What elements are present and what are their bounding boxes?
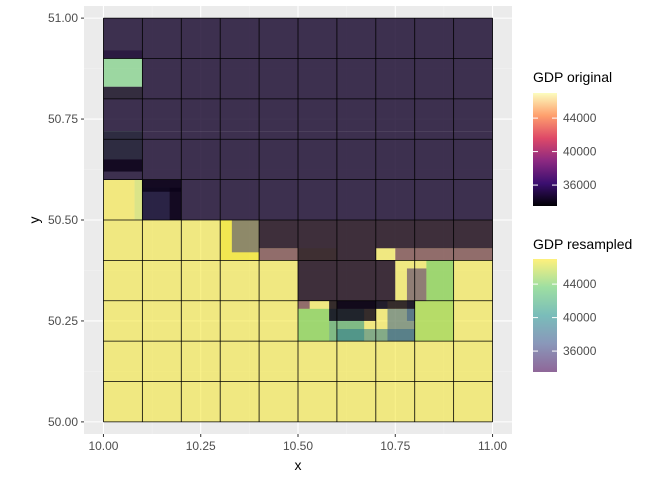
original-cell	[103, 18, 143, 59]
y-tick-label: 51.00	[48, 11, 78, 25]
resampled-cell	[142, 341, 182, 382]
original-cell	[375, 300, 415, 309]
resampled-cell	[414, 300, 454, 342]
resampled-cell	[298, 381, 337, 422]
x-tick-label: 11.00	[478, 439, 507, 453]
resampled-cell	[453, 260, 493, 301]
x-tick-label: 10.00	[88, 439, 118, 453]
legend-resampled-colorbar	[533, 259, 557, 372]
resampled-layer	[103, 50, 493, 422]
resampled-cell	[142, 381, 182, 422]
original-cell	[142, 179, 493, 220]
resampled-cell	[103, 58, 143, 87]
resampled-cell	[181, 260, 221, 301]
original-cell	[329, 300, 376, 321]
resampled-cell	[259, 260, 298, 301]
resampled-cell	[453, 300, 493, 342]
legend-resampled: GDP resampled 36000 40000 44000	[533, 236, 632, 372]
resampled-cell	[259, 300, 298, 342]
y-tick-label: 50.25	[48, 314, 78, 328]
resampled-cell	[220, 381, 260, 422]
legend-original-colorbar	[533, 93, 557, 206]
resampled-cell	[259, 381, 298, 422]
y-axis: 50.00 50.25 50.50 50.75 51.00	[48, 11, 84, 429]
cell-borders	[103, 17, 493, 423]
resampled-cell	[336, 381, 376, 422]
y-tick-label: 50.50	[48, 213, 78, 227]
original-cell	[169, 187, 182, 220]
resampled-cell	[103, 220, 143, 261]
original-cell	[142, 18, 493, 59]
resampled-cell	[231, 220, 260, 253]
resampled-cell	[103, 300, 143, 342]
legend-tick-label: 36000	[563, 178, 597, 192]
resampled-cell	[181, 381, 221, 422]
resampled-cell	[142, 260, 182, 301]
original-cell	[298, 260, 337, 301]
original-cell	[414, 220, 454, 249]
resampled-cell	[298, 300, 310, 309]
resampled-cell	[103, 341, 143, 382]
resampled-cell	[181, 220, 221, 261]
legend-tick-label: 40000	[563, 311, 597, 325]
original-cell	[103, 159, 143, 172]
resampled-cell	[220, 300, 260, 342]
x-tick-label: 10.25	[186, 439, 216, 453]
resampled-cell	[298, 308, 330, 342]
legend-original: GDP original 36000 40000 44000	[533, 69, 612, 206]
original-cell	[453, 220, 493, 249]
resampled-cell	[220, 260, 260, 301]
original-layer	[103, 18, 493, 321]
legend-tick-label: 44000	[563, 277, 597, 291]
resampled-cell	[142, 300, 182, 342]
y-tick-label: 50.75	[48, 112, 78, 126]
legend-tick-label: 44000	[563, 111, 597, 125]
x-axis-title: x	[295, 457, 302, 473]
original-cell	[375, 260, 396, 301]
original-cell	[142, 58, 493, 99]
resampled-cell	[453, 248, 493, 261]
resampled-cell	[395, 248, 454, 261]
resampled-cell	[414, 381, 454, 422]
resampled-cell	[103, 260, 143, 301]
resampled-cell	[453, 381, 493, 422]
original-cell	[259, 220, 298, 249]
original-cell	[336, 260, 376, 301]
x-tick-label: 10.75	[380, 439, 410, 453]
legend-resampled-ticks: 36000 40000 44000	[533, 277, 597, 358]
resampled-cell	[142, 220, 182, 261]
resampled-cell	[220, 341, 260, 382]
resampled-cell	[375, 341, 415, 382]
legend-tick-label: 40000	[563, 145, 597, 159]
original-cell	[103, 86, 143, 99]
legend-tick-label: 36000	[563, 344, 597, 358]
y-axis-title: y	[26, 217, 42, 224]
resampled-cell	[336, 341, 376, 382]
resampled-cell	[181, 341, 221, 382]
y-tick-label: 50.00	[48, 415, 78, 429]
x-axis: 10.00 10.25 10.50 10.75 11.00	[88, 434, 507, 453]
resampled-cell	[134, 179, 143, 220]
resampled-cell	[426, 260, 454, 301]
resampled-cell	[406, 268, 427, 301]
resampled-cell	[181, 300, 221, 342]
legend-resampled-title: GDP resampled	[533, 236, 632, 252]
resampled-cell	[298, 341, 337, 382]
original-cell	[375, 220, 415, 249]
legend-original-title: GDP original	[533, 69, 612, 85]
resampled-cell	[406, 300, 415, 321]
resampled-cell	[103, 179, 135, 220]
resampled-cell	[453, 341, 493, 382]
legend-original-ticks: 36000 40000 44000	[533, 111, 597, 192]
resampled-cell	[259, 248, 298, 261]
x-tick-label: 10.50	[283, 439, 313, 453]
resampled-cell	[259, 341, 298, 382]
resampled-cell	[103, 381, 143, 422]
resampled-cell	[414, 341, 454, 382]
resampled-cell	[375, 381, 415, 422]
